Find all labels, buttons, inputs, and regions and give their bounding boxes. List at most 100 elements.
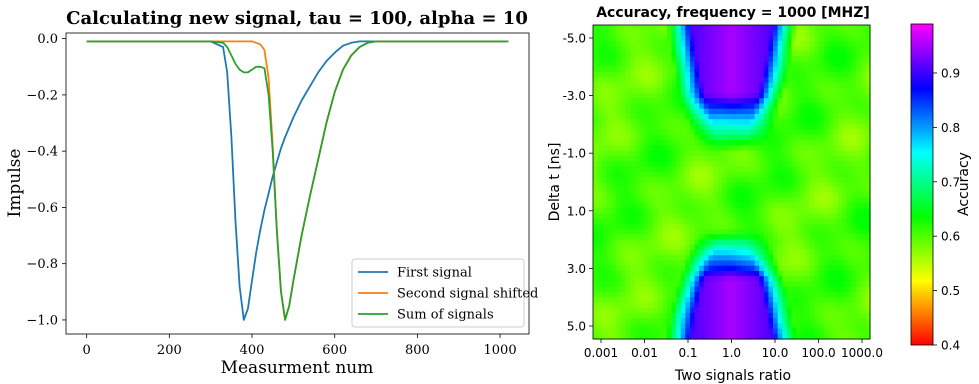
heatmap-cell: [809, 291, 816, 298]
heatmap-cell: [611, 40, 617, 47]
heatmap-cell: [676, 30, 682, 37]
line-chart-x-ticks: 0 200 400 600 800 1000: [83, 334, 517, 358]
heatmap-cell: [713, 202, 719, 209]
heatmap-cell: [759, 244, 765, 251]
heatmap-cell: [754, 255, 760, 262]
heatmap-cell: [740, 218, 746, 225]
heatmap-cell: [842, 333, 848, 340]
heatmap-cell: [671, 150, 677, 157]
heatmap-cell: [833, 161, 839, 167]
heatmap-cell: [666, 250, 673, 256]
heatmap-cell: [597, 250, 603, 256]
heatmap-cell: [782, 297, 788, 303]
heatmap-cell: [671, 87, 677, 94]
heatmap-cell: [796, 87, 802, 94]
heatmap-cell: [846, 140, 853, 146]
heatmap-cell: [616, 103, 622, 110]
heatmap-cell: [606, 197, 613, 204]
heatmap-cell: [671, 218, 677, 225]
heatmap-cell: [593, 93, 599, 99]
heatmap-cell: [814, 250, 820, 256]
heatmap-cell: [740, 281, 746, 288]
heatmap-cell: [796, 286, 802, 293]
heatmap-cell: [759, 302, 765, 309]
x-tick-label: 400: [240, 343, 265, 358]
heatmap-cell: [851, 192, 857, 199]
heatmap-cell: [773, 176, 779, 183]
heatmap-cell: [629, 103, 636, 110]
heatmap-y-tick-label: 1.0: [567, 204, 586, 218]
heatmap-cell: [648, 45, 654, 52]
heatmap-cell: [819, 270, 825, 277]
heatmap-cell: [625, 218, 631, 225]
heatmap-cell: [666, 140, 673, 146]
heatmap-cell: [819, 161, 825, 167]
heatmap-cell: [722, 270, 728, 277]
colorbar-frame: [910, 23, 934, 346]
heatmap-cell: [726, 56, 733, 63]
heatmap-cell: [833, 66, 839, 73]
heatmap-cell: [731, 30, 737, 37]
heatmap-cell: [782, 281, 788, 288]
heatmap-cell: [625, 40, 631, 47]
heatmap-cell: [860, 223, 866, 230]
heatmap-cell: [606, 140, 613, 146]
heatmap-cell: [828, 176, 834, 183]
heatmap-cell: [796, 113, 802, 120]
heatmap-cell: [653, 98, 659, 105]
heatmap-cell: [643, 312, 649, 319]
heatmap-cell: [689, 192, 696, 199]
heatmap-cell: [593, 197, 599, 204]
heatmap-cell: [685, 239, 691, 246]
heatmap-cell: [846, 244, 853, 251]
heatmap-cell: [653, 171, 659, 178]
heatmap-cell: [865, 297, 871, 303]
heatmap-cell: [768, 140, 774, 146]
y-tick-label: 0.0: [37, 32, 58, 47]
heatmap-cell: [800, 134, 806, 141]
heatmap-cell: [629, 234, 636, 241]
heatmap-cell: [833, 276, 839, 283]
heatmap-cell: [616, 250, 622, 256]
heatmap-cell: [782, 197, 788, 204]
heatmap-cell: [805, 35, 811, 42]
heatmap-cell: [653, 82, 659, 89]
heatmap-cell: [699, 323, 705, 330]
heatmap-cell: [643, 265, 649, 272]
heatmap-cell: [685, 87, 691, 94]
heatmap-cell: [643, 25, 649, 31]
heatmap-cell: [676, 103, 682, 110]
heatmap-cell: [694, 213, 700, 220]
heatmap-cell: [602, 134, 608, 141]
heatmap-cell: [736, 291, 742, 298]
heatmap-cell: [722, 276, 728, 283]
heatmap-cell: [629, 35, 636, 42]
heatmap-cell: [722, 93, 728, 99]
heatmap-cell: [846, 270, 853, 277]
heatmap-cell: [745, 171, 751, 178]
heatmap-cell: [666, 134, 673, 141]
heatmap-cell: [657, 82, 663, 89]
heatmap-cell: [593, 239, 599, 246]
heatmap-cell: [671, 244, 677, 251]
heatmap-cell: [708, 265, 714, 272]
heatmap-cell: [842, 328, 848, 335]
heatmap-cell: [851, 333, 857, 340]
heatmap-cell: [749, 192, 756, 199]
heatmap-cell: [648, 171, 654, 178]
heatmap-cell: [773, 66, 779, 73]
heatmap-cell: [800, 291, 806, 298]
heatmap-cell: [629, 113, 636, 120]
heatmap-cell: [754, 77, 760, 84]
heatmap-cell: [713, 161, 719, 167]
heatmap-cell: [851, 265, 857, 272]
heatmap-cell: [685, 93, 691, 99]
heatmap-cell: [685, 77, 691, 84]
heatmap-cell: [634, 187, 640, 194]
heatmap-cell: [865, 25, 871, 31]
heatmap-cell: [616, 307, 622, 314]
heatmap-cell: [620, 286, 626, 293]
heatmap-cell: [773, 82, 779, 89]
heatmap-cell: [749, 187, 756, 194]
heatmap-cell: [745, 166, 751, 173]
